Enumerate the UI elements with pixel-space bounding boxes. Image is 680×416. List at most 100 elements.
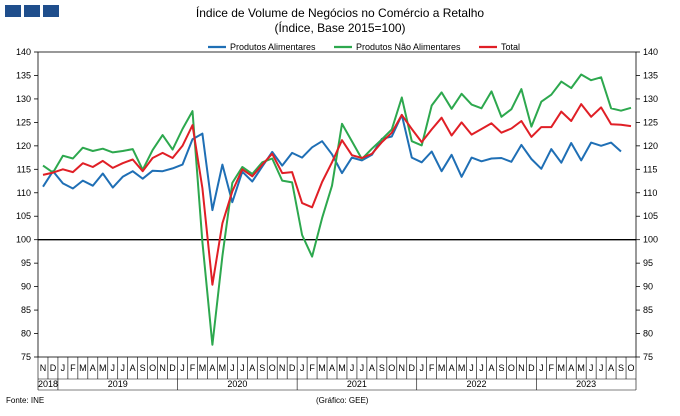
- x-month-label: A: [488, 363, 494, 373]
- y-tick-label-left: 85: [21, 305, 31, 315]
- logo-square: [43, 5, 59, 17]
- x-month-label: J: [240, 363, 245, 373]
- x-month-label: A: [369, 363, 375, 373]
- x-month-label: D: [169, 363, 176, 373]
- y-tick-label-left: 75: [21, 352, 31, 362]
- x-month-label: J: [469, 363, 474, 373]
- logo-square: [5, 5, 21, 17]
- x-month-label: A: [130, 363, 136, 373]
- y-tick-label-left: 95: [21, 258, 31, 268]
- chart-title: Índice de Volume de Negócios no Comércio…: [195, 6, 485, 20]
- x-month-label: M: [318, 363, 326, 373]
- x-year-label: 2019: [108, 379, 128, 389]
- x-month-label: A: [90, 363, 96, 373]
- y-tick-label-right: 135: [643, 70, 658, 80]
- x-month-label: J: [539, 363, 544, 373]
- x-month-label: J: [111, 363, 116, 373]
- chart-credit: (Gráfico: GEE): [316, 396, 369, 405]
- legend-label: Total: [501, 42, 520, 52]
- y-tick-label-left: 105: [16, 211, 31, 221]
- x-month-label: N: [279, 363, 286, 373]
- x-month-label: M: [438, 363, 446, 373]
- x-month-label: F: [309, 363, 315, 373]
- x-month-label: A: [568, 363, 574, 373]
- institution-logo-icon: [5, 5, 59, 17]
- series-line: [42, 103, 632, 286]
- y-tick-label-right: 120: [643, 141, 658, 151]
- x-month-label: D: [50, 363, 57, 373]
- x-month-label: D: [409, 363, 416, 373]
- y-tick-label-left: 120: [16, 141, 31, 151]
- x-month-label: N: [518, 363, 525, 373]
- y-tick-label-left: 130: [16, 94, 31, 104]
- x-month-label: J: [300, 363, 305, 373]
- x-month-label: M: [79, 363, 87, 373]
- y-tick-label-left: 115: [17, 164, 31, 174]
- x-month-label: J: [120, 363, 125, 373]
- x-month-label: D: [528, 363, 535, 373]
- y-tick-label-left: 140: [16, 47, 31, 57]
- x-month-label: O: [269, 363, 276, 373]
- y-tick-label-left: 100: [16, 235, 31, 245]
- x-month-label: S: [379, 363, 385, 373]
- x-month-label: M: [338, 363, 346, 373]
- y-tick-label-left: 135: [16, 70, 31, 80]
- legend-label: Produtos Não Alimentares: [356, 42, 461, 52]
- x-month-label: J: [589, 363, 594, 373]
- x-month-label: J: [61, 363, 66, 373]
- x-month-label: M: [458, 363, 466, 373]
- y-tick-label-right: 105: [643, 211, 658, 221]
- x-month-label: O: [628, 363, 635, 373]
- series-line: [42, 113, 622, 212]
- x-month-label: N: [159, 363, 166, 373]
- x-month-label: D: [289, 363, 296, 373]
- x-month-label: J: [599, 363, 604, 373]
- x-year-label: 2021: [347, 379, 367, 389]
- y-tick-label-left: 110: [17, 188, 31, 198]
- y-tick-label-right: 90: [643, 282, 653, 292]
- y-tick-label-right: 110: [643, 188, 657, 198]
- y-tick-label-right: 95: [643, 258, 653, 268]
- y-tick-label-right: 100: [643, 235, 658, 245]
- chart-subtitle: (Índice, Base 2015=100): [274, 21, 406, 35]
- x-month-label: F: [190, 363, 196, 373]
- x-month-label: S: [618, 363, 624, 373]
- y-tick-label-right: 75: [643, 352, 653, 362]
- x-month-label: S: [140, 363, 146, 373]
- series-line: [42, 73, 632, 346]
- x-year-label: 2020: [227, 379, 247, 389]
- x-month-label: S: [259, 363, 265, 373]
- x-month-label: J: [360, 363, 365, 373]
- logo-square: [24, 5, 40, 17]
- x-month-label: F: [429, 363, 435, 373]
- x-month-label: A: [249, 363, 255, 373]
- y-tick-label-left: 90: [21, 282, 31, 292]
- x-month-label: A: [608, 363, 614, 373]
- y-tick-label-right: 140: [643, 47, 658, 57]
- x-year-label: 2022: [467, 379, 487, 389]
- x-month-label: O: [508, 363, 515, 373]
- x-year-label: 2023: [576, 379, 596, 389]
- x-month-label: A: [329, 363, 335, 373]
- y-tick-label-right: 85: [643, 305, 653, 315]
- x-month-label: J: [230, 363, 235, 373]
- x-month-label: M: [199, 363, 207, 373]
- x-year-label: 2018: [38, 379, 58, 389]
- y-tick-label-right: 130: [643, 94, 658, 104]
- x-month-label: J: [419, 363, 424, 373]
- y-tick-label-left: 80: [21, 329, 31, 339]
- x-month-label: A: [449, 363, 455, 373]
- x-month-label: M: [219, 363, 227, 373]
- x-month-label: M: [558, 363, 566, 373]
- x-month-label: N: [399, 363, 406, 373]
- x-month-label: F: [70, 363, 76, 373]
- x-month-label: M: [99, 363, 107, 373]
- y-tick-label-left: 125: [16, 117, 31, 127]
- x-month-label: O: [149, 363, 156, 373]
- source-note: Fonte: INE: [6, 396, 45, 405]
- x-month-label: J: [180, 363, 185, 373]
- x-month-label: S: [498, 363, 504, 373]
- x-month-label: M: [577, 363, 585, 373]
- y-tick-label-right: 115: [643, 164, 657, 174]
- x-month-label: N: [40, 363, 47, 373]
